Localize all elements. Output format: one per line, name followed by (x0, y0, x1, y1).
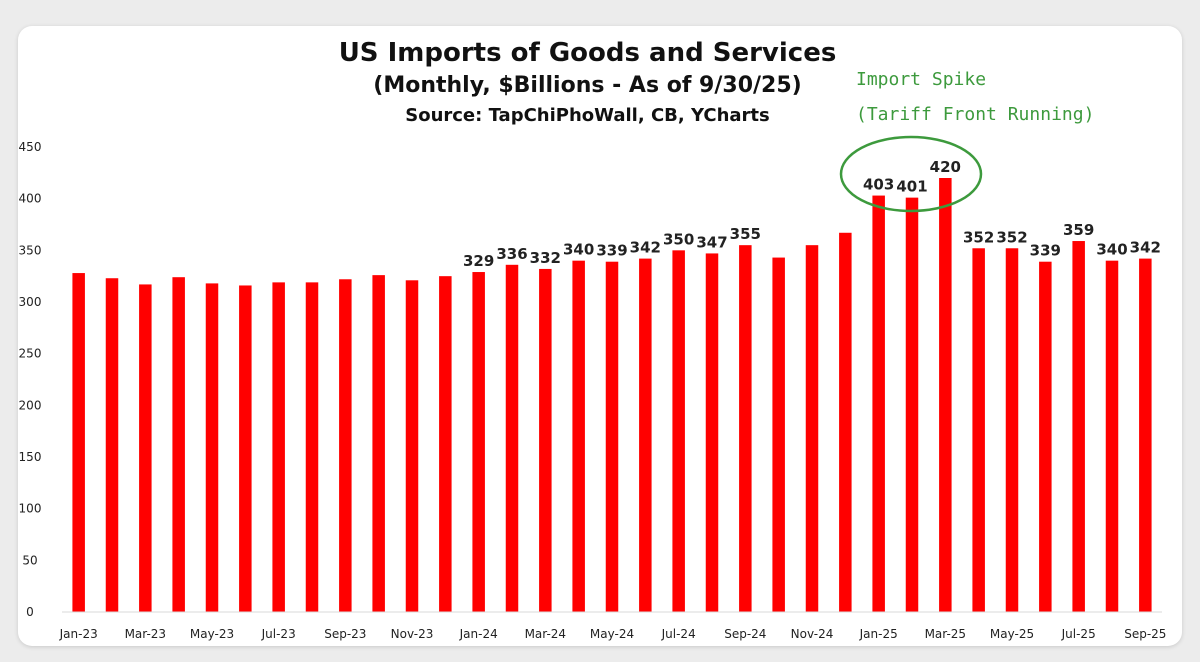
x-tick-label: Nov-24 (791, 627, 834, 641)
x-tick-label: Jan-24 (459, 627, 498, 641)
x-tick-label: Sep-24 (724, 627, 766, 641)
bar-Jul-24 (672, 250, 685, 613)
title-block: US Imports of Goods and Services (Monthl… (0, 36, 1175, 130)
x-tick-label: Jan-25 (859, 627, 898, 641)
bar-Apr-24 (572, 260, 585, 612)
x-tick-label: May-24 (590, 627, 634, 641)
data-label-May-24: 339 (596, 242, 627, 260)
x-tick-label: Mar-25 (925, 627, 966, 641)
bar-Jun-25 (1039, 261, 1052, 612)
bar-Mar-24 (539, 268, 552, 612)
bar-Oct-24 (772, 257, 785, 612)
bar-Jul-23 (272, 282, 285, 612)
bar-Oct-23 (372, 275, 385, 612)
x-tick-label: Jul-24 (661, 627, 696, 641)
bar-Jun-24 (639, 258, 652, 612)
data-label-Sep-25: 342 (1130, 239, 1161, 257)
y-tick-label: 450 (19, 140, 42, 154)
bars (72, 178, 1152, 613)
data-label-Jun-24: 342 (630, 239, 661, 257)
x-tick-label: Sep-25 (1124, 627, 1166, 641)
chart-source: Source: TapChiPhoWall, CB, YCharts (405, 105, 770, 126)
x-axis: Jan-23 Mar-23 May-23 Jul-23 Sep-23 Nov-23 Jan-… (59, 611, 1166, 641)
data-label-Feb-24: 336 (496, 245, 527, 263)
data-label-Jan-25: 403 (863, 176, 894, 194)
x-tick-label: May-23 (190, 627, 234, 641)
bar-Aug-23 (305, 282, 319, 612)
bar-Apr-23 (172, 277, 185, 612)
chart-subtitle: (Monthly, $Billions - As of 9/30/25) (373, 73, 802, 98)
data-label-Aug-25: 340 (1096, 241, 1127, 259)
bar-Nov-24 (805, 245, 819, 612)
y-tick-label: 300 (19, 295, 42, 309)
bar-Apr-25 (972, 248, 985, 612)
bar-Mar-23 (139, 284, 152, 612)
data-label-Jul-25: 359 (1063, 221, 1094, 239)
data-label-Mar-24: 332 (530, 249, 561, 267)
data-label-May-25: 352 (996, 228, 1027, 246)
data-label-Apr-25: 352 (963, 228, 994, 246)
annotation-line-2: (Tariff Front Running) (856, 104, 1095, 125)
y-tick-label: 350 (19, 243, 42, 257)
x-tick-label: Mar-23 (125, 627, 166, 641)
bar-May-23 (205, 283, 219, 612)
data-label-Sep-24: 355 (730, 225, 761, 243)
bar-Dec-23 (439, 276, 452, 612)
bar-Jan-23 (72, 273, 85, 612)
x-tick-label: Jul-25 (1061, 627, 1096, 641)
bar-Sep-25 (1139, 258, 1152, 612)
bar-Sep-23 (339, 279, 352, 612)
bar-Jan-25 (872, 195, 885, 613)
bar-Dec-24 (839, 232, 852, 612)
chart-title: US Imports of Goods and Services (338, 38, 837, 68)
bar-May-25 (1005, 248, 1019, 612)
y-tick-label: 0 (26, 605, 34, 619)
data-label-Mar-25: 420 (930, 158, 961, 176)
data-label-Feb-25: 401 (896, 178, 927, 196)
bar-Feb-23 (105, 278, 119, 612)
data-label-Jan-24: 329 (463, 252, 494, 270)
x-tick-label: Sep-23 (324, 627, 366, 641)
bar-Jun-23 (239, 285, 252, 612)
bar-Feb-25 (905, 197, 919, 612)
bar-Feb-24 (505, 264, 519, 612)
x-tick-label: Nov-23 (391, 627, 434, 641)
y-tick-label: 250 (19, 347, 42, 361)
x-tick-label: Jul-23 (261, 627, 296, 641)
spike-highlight-ellipse (839, 135, 983, 213)
y-axis: 0 50 100 150 200 250 300 350 400 450 (19, 140, 42, 619)
bar-Jan-24 (472, 272, 485, 612)
data-label-Jul-24: 350 (663, 230, 694, 248)
y-tick-label: 400 (19, 192, 42, 206)
bar-Jul-25 (1072, 241, 1085, 613)
y-tick-label: 150 (19, 450, 42, 464)
bar-Aug-24 (705, 253, 719, 612)
x-tick-label: Mar-24 (525, 627, 566, 641)
y-tick-label: 50 (22, 553, 37, 567)
x-tick-label: Jan-23 (59, 627, 98, 641)
bar-Nov-23 (405, 280, 419, 612)
import-spike-annotation: Import Spike (Tariff Front Running) (856, 62, 1116, 132)
x-tick-label: May-25 (990, 627, 1034, 641)
bar-Mar-25 (939, 178, 952, 612)
annotation-line-1: Import Spike (856, 69, 987, 90)
y-tick-label: 100 (19, 502, 42, 516)
data-label-Jun-25: 339 (1030, 242, 1061, 260)
data-label-Aug-24: 347 (696, 233, 727, 251)
bar-Aug-25 (1105, 260, 1119, 612)
bar-Sep-24 (739, 245, 752, 612)
bar-May-24 (605, 261, 619, 612)
y-tick-label: 200 (19, 398, 42, 412)
data-label-Apr-24: 340 (563, 241, 594, 259)
